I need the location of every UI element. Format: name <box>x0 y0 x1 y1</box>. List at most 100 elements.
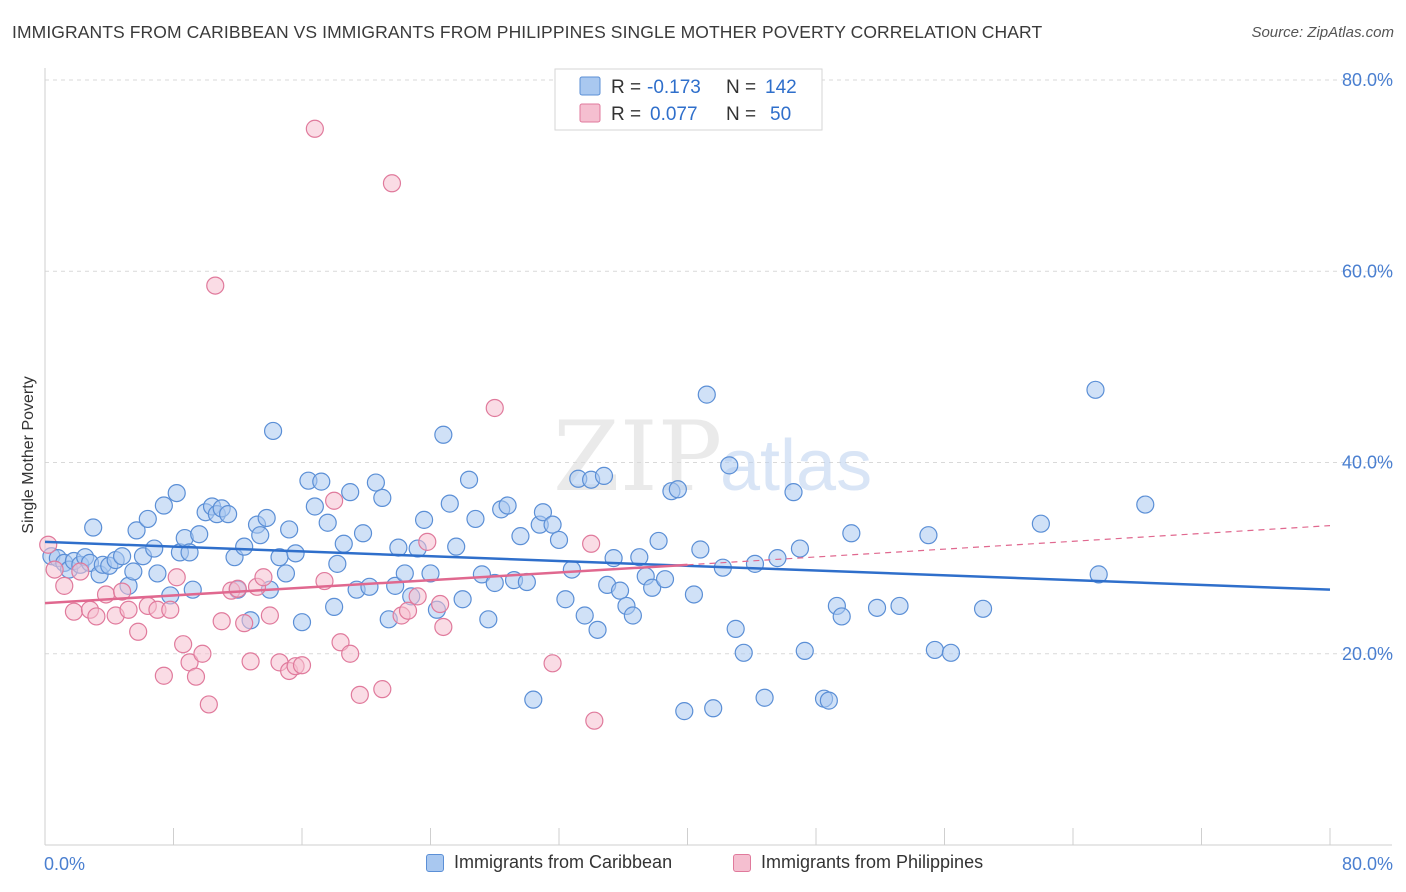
caribbean-point <box>276 564 296 583</box>
y-tick-label: 20.0% <box>1342 644 1393 664</box>
caribbean-point <box>643 578 662 597</box>
caribbean-point <box>286 544 305 563</box>
philippines-trend-line <box>44 563 688 605</box>
legend-swatch-caribbean <box>426 853 444 872</box>
source-label: Source: ZipAtlas.com <box>1251 24 1394 41</box>
philippines-point <box>431 594 450 614</box>
philippines-point <box>45 560 64 579</box>
legend-r-label-blue: R = <box>611 77 641 98</box>
caribbean-point <box>630 548 649 567</box>
philippines-point <box>161 600 180 619</box>
caribbean-point <box>1086 380 1105 399</box>
caribbean-point <box>941 643 961 662</box>
caribbean-point <box>421 564 440 583</box>
caribbean-point <box>588 620 607 639</box>
caribbean-point <box>784 483 803 502</box>
caribbean-point <box>556 590 575 609</box>
philippines-point <box>154 666 173 685</box>
caribbean-point <box>459 470 479 489</box>
caribbean-point <box>655 570 675 589</box>
legend-box: R = -0.173 N = 142 R = 0.077 N = 50 <box>554 68 823 131</box>
caribbean-point <box>251 526 270 545</box>
philippines-point <box>186 667 206 686</box>
philippines-point <box>292 656 312 675</box>
grid-layer <box>45 79 1392 655</box>
caribbean-point <box>562 560 581 579</box>
philippines-point <box>167 568 186 587</box>
philippines-point <box>350 685 369 704</box>
philippines-point <box>373 680 392 699</box>
caribbean-point <box>691 540 710 559</box>
caribbean-point <box>675 702 694 721</box>
philippines-point <box>408 587 427 606</box>
philippines-point <box>64 602 84 621</box>
chart-title: IMMIGRANTS FROM CARIBBEAN VS IMMIGRANTS … <box>12 22 1043 42</box>
legend-swatch-pink <box>579 103 601 123</box>
caribbean-point <box>235 537 254 556</box>
caribbean-point <box>373 488 392 507</box>
caribbean-point <box>341 483 360 502</box>
caribbean-point <box>533 503 553 522</box>
caribbean-point <box>154 496 173 515</box>
watermark: ZIP atlas <box>553 401 872 513</box>
caribbean-point <box>498 496 517 515</box>
philippines-point <box>228 579 247 598</box>
philippines-point <box>254 568 273 587</box>
caribbean-point <box>219 505 238 524</box>
caribbean-point <box>145 539 164 558</box>
caribbean-point <box>973 599 993 618</box>
legend-r-value-pink: 0.077 <box>650 104 698 125</box>
caribbean-point <box>832 607 851 626</box>
caribbean-point <box>795 641 814 660</box>
philippines-point <box>418 532 437 551</box>
legend-label-caribbean: Immigrants from Caribbean <box>454 852 673 872</box>
caribbean-point <box>453 590 472 609</box>
philippines-point <box>260 606 279 625</box>
legend-n-label-pink: N = <box>726 104 756 125</box>
caribbean-point <box>511 527 530 546</box>
caribbean-point <box>867 598 887 617</box>
legend-n-label-blue: N = <box>726 77 756 98</box>
caribbean-point <box>1089 565 1108 584</box>
philippines-point <box>112 582 132 601</box>
caribbean-point <box>167 484 186 503</box>
caribbean-point <box>734 643 753 662</box>
caribbean-point <box>312 472 331 491</box>
bottom-legend-item-philippines: Immigrants from Philippines <box>733 852 983 873</box>
legend-r-label-pink: R = <box>611 104 641 125</box>
caribbean-point <box>112 547 132 566</box>
caribbean-point <box>668 480 687 499</box>
philippines-point <box>199 695 218 714</box>
philippines-point <box>382 174 402 193</box>
caribbean-point <box>684 585 704 604</box>
y-tick-label: 80.0% <box>1342 70 1393 90</box>
caribbean-point <box>395 564 414 583</box>
caribbean-point <box>623 606 642 625</box>
caribbean-point <box>1031 514 1050 533</box>
caribbean-point <box>84 518 103 537</box>
legend-n-value-pink: 50 <box>770 104 791 125</box>
caribbean-point <box>334 534 353 553</box>
philippines-point <box>325 491 344 510</box>
philippines-point <box>174 635 193 654</box>
caribbean-point <box>485 573 504 593</box>
philippines-point <box>212 612 231 631</box>
caribbean-point <box>360 577 379 596</box>
trend-layer <box>44 525 1331 605</box>
bottom-legend-item-caribbean: Immigrants from Caribbean <box>426 852 672 873</box>
caribbean-point <box>353 524 373 543</box>
philippines-point <box>485 398 504 418</box>
y-tick-label: 40.0% <box>1342 453 1393 473</box>
caribbean-point <box>517 572 536 592</box>
philippines-point <box>241 652 260 671</box>
philippines-point <box>193 644 212 663</box>
caribbean-point <box>414 510 434 529</box>
y-axis-label: Single Mother Poverty <box>20 376 37 533</box>
caribbean-point <box>479 610 498 629</box>
caribbean-point <box>697 385 716 404</box>
philippines-point <box>55 576 74 595</box>
philippines-trend-line-extension <box>687 525 1331 566</box>
caribbean-point <box>447 537 466 556</box>
axis-layer: 20.0% 40.0% 60.0% 80.0% 0.0% 80.0% <box>44 68 1393 874</box>
